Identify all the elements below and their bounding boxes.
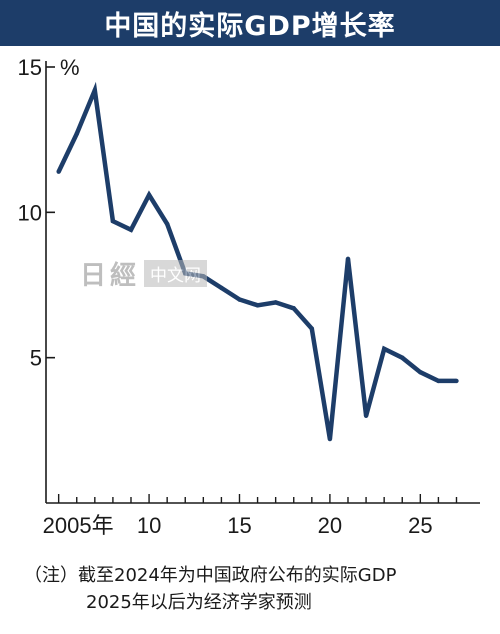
x-tick-label: 15 [227, 513, 251, 538]
note-line-1: （注）截至2024年为中国政府公布的实际GDP [24, 565, 397, 586]
data-point [164, 221, 170, 227]
watermark-site: 中文网 [144, 260, 208, 287]
data-point [381, 346, 387, 352]
x-tick-label: 10 [137, 513, 161, 538]
chart-title: 中国的实际GDP增长率 [104, 10, 396, 42]
line-chart: 5 10 15 % 2005年 10 15 20 25 [18, 55, 480, 538]
data-point [74, 131, 79, 137]
x-tick-label: 2005年 [43, 513, 114, 538]
data-point [255, 303, 260, 308]
data-point [454, 378, 459, 384]
data-point [110, 218, 116, 224]
data-point [418, 370, 423, 375]
data-point [219, 285, 224, 291]
y-tick-label: 5 [30, 346, 42, 371]
y-tick-label: 10 [18, 200, 42, 225]
data-point [345, 256, 351, 262]
watermark: 日經 中文网 [80, 255, 208, 292]
data-point [363, 413, 369, 418]
data-point [400, 355, 405, 360]
x-tick-label: 20 [318, 513, 342, 538]
data-point [291, 306, 296, 311]
data-point [56, 169, 61, 174]
data-point [309, 326, 315, 331]
chart-title-bar: 中国的实际GDP增长率 [0, 0, 500, 46]
chart-note: （注）截至2024年为中国政府公布的实际GDP 2025年以后为经济学家预测 [24, 562, 494, 616]
data-point [128, 227, 134, 232]
data-point [146, 192, 152, 198]
data-point [327, 436, 333, 442]
data-point [92, 88, 98, 93]
y-tick-label: 15 [18, 55, 42, 80]
data-point [436, 378, 441, 384]
watermark-logo: 日經 [80, 261, 141, 291]
data-point [273, 300, 278, 305]
y-unit-label: % [60, 55, 80, 80]
note-line-2: 2025年以后为经济学家预测 [86, 592, 312, 613]
x-tick-label: 25 [408, 513, 432, 538]
data-point [237, 297, 242, 302]
